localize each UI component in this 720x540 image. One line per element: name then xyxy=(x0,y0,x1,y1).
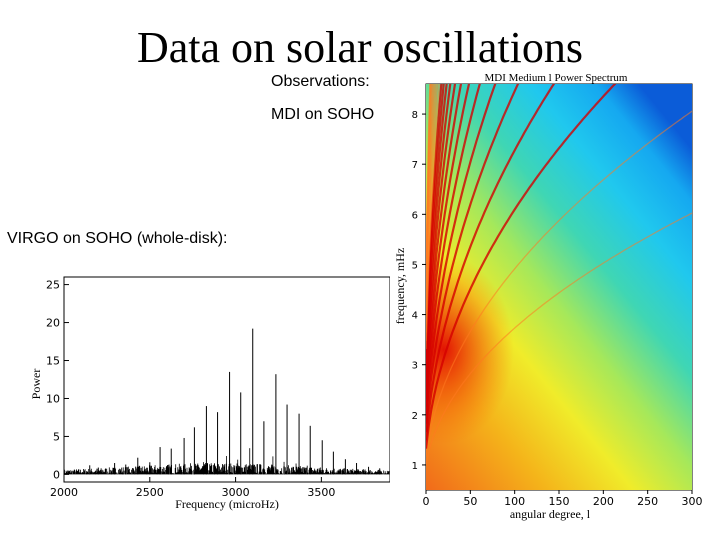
observations-label: Observations: xyxy=(271,73,370,90)
heatmap-x-label: angular degree, l xyxy=(510,507,591,521)
p-mode-ridge xyxy=(426,212,692,466)
y-axis-label: Power xyxy=(29,369,43,400)
heatmap-y-tick-label: 2 xyxy=(412,411,418,422)
x-tick-label: 2500 xyxy=(136,486,164,499)
y-tick-label: 15 xyxy=(46,355,60,368)
y-tick-label: 10 xyxy=(46,392,60,405)
heatmap-title: MDI Medium l Power Spectrum xyxy=(485,72,628,84)
heatmap-y-tick-label: 1 xyxy=(412,461,418,472)
heatmap-x-tick-label: 150 xyxy=(549,495,570,508)
heatmap-y-tick-label: 7 xyxy=(412,160,418,171)
x-tick-label: 2000 xyxy=(50,486,78,499)
p-mode-ridge xyxy=(426,84,556,441)
y-tick-label: 5 xyxy=(53,430,60,443)
x-axis-label: Frequency (microHz) xyxy=(175,497,279,511)
p-mode-ridge xyxy=(426,110,692,457)
x-tick-label: 3000 xyxy=(222,486,250,499)
heatmap-x-tick-label: 100 xyxy=(504,495,525,508)
heatmap-x-tick-label: 250 xyxy=(637,495,658,508)
mdi-label: MDI on SOHO xyxy=(271,106,375,123)
power-concentration xyxy=(426,254,514,445)
virgo-power-spectrum: 0 5 10 15 20 25 2000 2500 3000 3500 Frequency (mi… xyxy=(29,276,390,511)
heatmap-y-tick-label: 3 xyxy=(412,361,418,372)
y-tick-label: 0 xyxy=(53,468,60,481)
heatmap-y-tick-label: 8 xyxy=(412,110,418,121)
plot-frame xyxy=(63,276,390,483)
p-mode-ridge xyxy=(426,84,497,424)
y-tick-label: 25 xyxy=(46,279,60,292)
slide-title: Data on solar oscillations xyxy=(136,23,583,72)
heatmap-x-tick-label: 300 xyxy=(682,495,703,508)
heatmap-x-tick-label: 50 xyxy=(463,495,477,508)
heatmap-y-tick-label: 5 xyxy=(412,260,418,271)
heatmap-x-tick-label: 0 xyxy=(423,495,430,508)
heatmap-x-tick-label: 200 xyxy=(593,495,614,508)
p-mode-ridge xyxy=(426,84,520,433)
x-tick-label: 3500 xyxy=(307,486,335,499)
virgo-label: VIRGO on SOHO (whole-disk): xyxy=(7,230,228,247)
p-mode-ridge xyxy=(426,84,617,449)
p-mode-ridge xyxy=(426,84,481,416)
mdi-lnu-diagram: 1 2 3 4 5 6 7 8 0 50 100 150 200 250 300 MDI Medium l … xyxy=(393,72,703,521)
heatmap-y-tick-label: 6 xyxy=(412,210,418,221)
heatmap-y-tick-label: 4 xyxy=(412,311,418,322)
y-tick-label: 20 xyxy=(46,317,60,330)
heatmap-y-label: frequency, mHz xyxy=(393,248,407,325)
